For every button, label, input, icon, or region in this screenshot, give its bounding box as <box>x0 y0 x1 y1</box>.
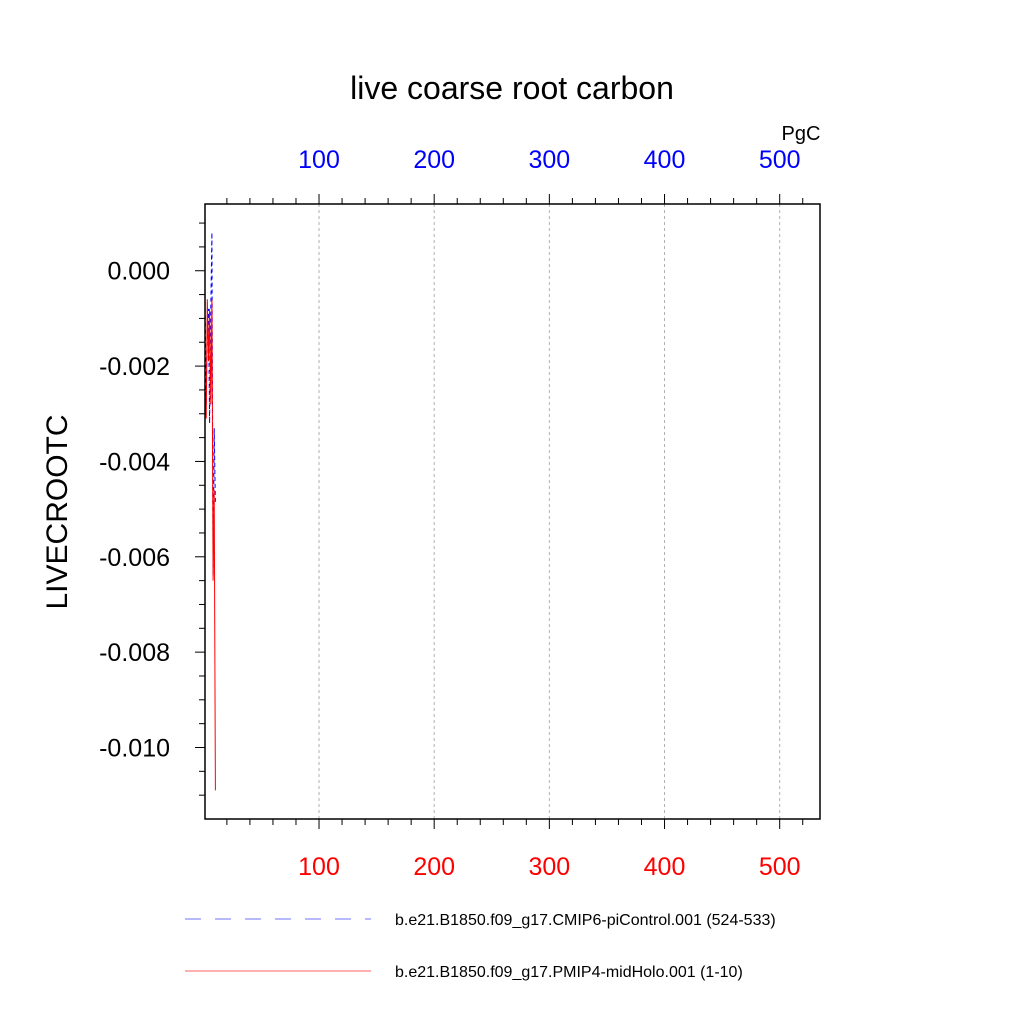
y-tick-label: -0.006 <box>99 544 170 572</box>
y-tick-label: -0.010 <box>99 734 170 762</box>
y-axis-label: LIVECROOTC <box>41 414 74 609</box>
units-label: PgC <box>782 123 821 145</box>
plot-frame <box>204 203 821 820</box>
grid-lines <box>318 204 781 819</box>
x-tick-label-bottom: 100 <box>298 853 340 881</box>
x-tick-label-bottom: 300 <box>528 853 570 881</box>
y-tick-label: -0.002 <box>99 353 170 381</box>
x-tick-label-bottom: 200 <box>413 853 455 881</box>
x-tick-label-top: 200 <box>413 146 455 174</box>
x-tick-label-bottom: 500 <box>759 853 801 881</box>
y-tick-label: 0.000 <box>107 258 170 286</box>
series-layer <box>204 232 216 791</box>
chart-title: live coarse root carbon <box>350 70 674 106</box>
x-tick-label-top: 100 <box>298 146 340 174</box>
y-tick-label: -0.004 <box>99 448 170 476</box>
series-line-2 <box>204 299 216 791</box>
x-tick-label-bottom: 400 <box>644 853 686 881</box>
x-tick-label-top: 400 <box>644 146 686 174</box>
x-tick-label-top: 500 <box>759 146 801 174</box>
x-tick-label-top: 300 <box>528 146 570 174</box>
legend-label-1: b.e21.B1850.f09_g17.CMIP6-piControl.001 … <box>395 912 776 929</box>
axes: 100 200 300 400 500 100 200 300 400 500 0.000 -0.00… <box>99 146 821 881</box>
y-tick-label: -0.008 <box>99 639 170 667</box>
legend: b.e21.B1850.f09_g17.CMIP6-piControl.001 … <box>185 912 776 981</box>
legend-label-2: b.e21.B1850.f09_g17.PMIP4-midHolo.001 (1… <box>395 964 743 981</box>
